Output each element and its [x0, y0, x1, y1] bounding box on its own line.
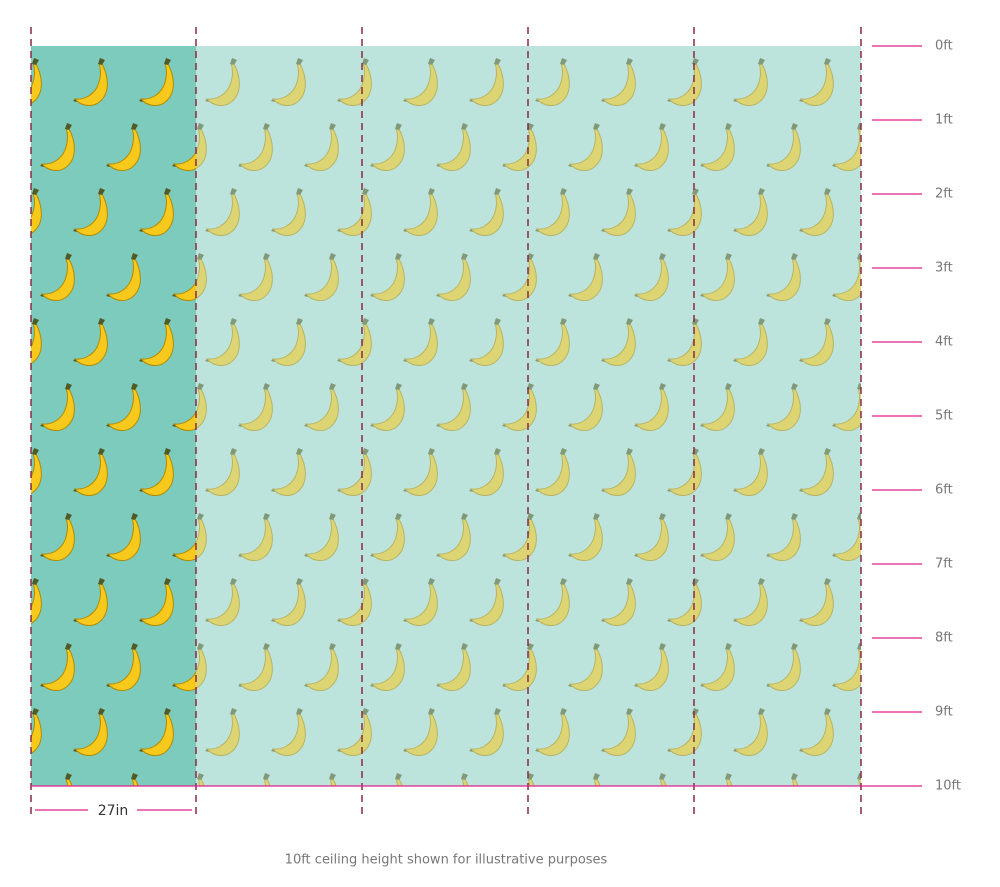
- height-label: 1ft: [935, 113, 953, 128]
- height-label: 7ft: [935, 557, 953, 572]
- caption: 10ft ceiling height shown for illustrati…: [285, 853, 608, 868]
- panel-highlight: [31, 46, 196, 786]
- height-label: 8ft: [935, 631, 953, 646]
- height-label: 10ft: [935, 779, 961, 794]
- height-label: 6ft: [935, 483, 953, 498]
- height-label: 5ft: [935, 409, 953, 424]
- width-label: 27in: [98, 803, 129, 819]
- height-label: 9ft: [935, 705, 953, 720]
- height-label: 0ft: [935, 39, 953, 54]
- height-label: 4ft: [935, 335, 953, 350]
- height-label: 2ft: [935, 187, 953, 202]
- height-label: 3ft: [935, 261, 953, 276]
- height-scale: 0ft 1ft 2ft 3ft 4ft 5ft 6ft 7ft 8ft 9ft 10ft: [872, 39, 961, 794]
